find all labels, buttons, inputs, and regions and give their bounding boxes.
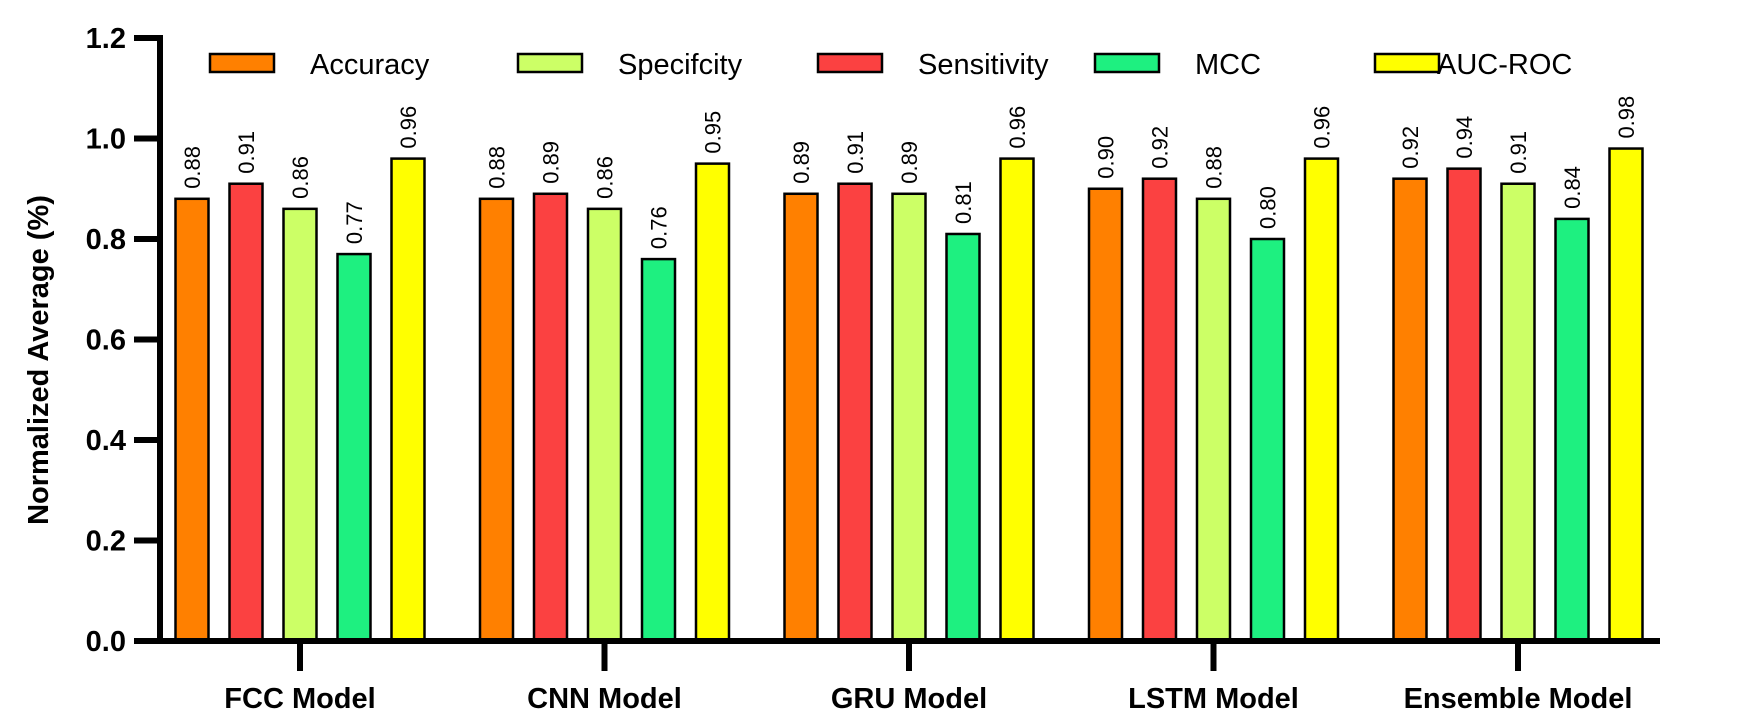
legend-swatch-accuracy <box>208 52 276 74</box>
bar-mcc-4 <box>1554 217 1590 643</box>
x-tick-label: Ensemble Model <box>1404 683 1633 715</box>
bar-auc-roc-3 <box>1303 157 1340 643</box>
x-tick-label: FCC Model <box>224 683 375 715</box>
bar-sensitivity-1 <box>532 192 569 643</box>
data-label: 0.84 <box>1560 166 1585 209</box>
data-label: 0.89 <box>897 141 922 184</box>
data-label: 0.96 <box>1005 106 1030 149</box>
legend-swatch-specifcity <box>516 52 584 74</box>
legend-label-sensitivity: Sensitivity <box>918 49 1049 81</box>
data-label: 0.91 <box>234 131 259 174</box>
data-label: 0.77 <box>342 201 367 244</box>
bar-sensitivity-4 <box>1446 167 1482 643</box>
legend: Accuracy Specifcity Sensitivity MCC AUC-ROC <box>208 49 1572 81</box>
x-tick-label: LSTM Model <box>1128 683 1299 715</box>
y-tick-label: 0.2 <box>86 526 126 558</box>
data-label: 0.92 <box>1148 126 1173 169</box>
y-tick-label: 1.2 <box>86 23 126 55</box>
data-label: 0.95 <box>701 111 726 154</box>
data-label: 0.91 <box>843 131 868 174</box>
data-label: 0.98 <box>1614 96 1639 139</box>
data-label: 0.96 <box>1310 106 1335 149</box>
bar-mcc-0 <box>336 252 372 643</box>
legend-label-accuracy: Accuracy <box>310 49 430 81</box>
bar-specifcity-1 <box>586 207 623 643</box>
data-label: 0.91 <box>1506 131 1531 174</box>
bar-accuracy-0 <box>174 197 210 643</box>
data-label: 0.92 <box>1398 126 1423 169</box>
bar-accuracy-2 <box>783 192 819 643</box>
bar-auc-roc-4 <box>1608 147 1644 643</box>
data-label: 0.89 <box>789 141 814 184</box>
data-label: 0.88 <box>1202 146 1227 189</box>
legend-label-specifcity: Specifcity <box>618 49 743 81</box>
y-tick-label: 0.0 <box>86 626 126 658</box>
bar-specifcity-3 <box>1195 197 1232 643</box>
bar-auc-roc-2 <box>999 157 1035 643</box>
data-label: 0.81 <box>951 181 976 224</box>
legend-swatch-sensitivity <box>816 52 884 74</box>
y-axis-title: Normalized Average (%) <box>23 195 55 525</box>
x-tick-label: GRU Model <box>831 683 987 715</box>
data-label: 0.80 <box>1256 186 1281 229</box>
bar-accuracy-1 <box>478 197 515 643</box>
data-label: 0.96 <box>396 106 421 149</box>
data-label: 0.89 <box>539 141 564 184</box>
legend-label-mcc: MCC <box>1195 49 1261 81</box>
y-tick-label: 0.8 <box>86 224 126 256</box>
bar-mcc-2 <box>945 232 981 643</box>
bar-specifcity-4 <box>1500 182 1536 643</box>
data-label: 0.88 <box>485 146 510 189</box>
data-label: 0.94 <box>1452 116 1477 159</box>
x-tick-label: CNN Model <box>527 683 682 715</box>
bar-mcc-1 <box>640 257 677 643</box>
bar-accuracy-4 <box>1392 177 1428 643</box>
legend-swatch-auc-roc <box>1373 52 1441 74</box>
data-label: 0.88 <box>180 146 205 189</box>
y-tick-label: 0.4 <box>86 425 126 457</box>
y-tick-label: 1.0 <box>86 124 126 156</box>
data-label: 0.86 <box>593 156 618 199</box>
bar-accuracy-3 <box>1087 187 1124 643</box>
data-labels: 0.88 0.91 0.86 0.77 0.96 0.88 0.89 0.86 0.76 0.95… <box>180 96 1639 249</box>
bar-specifcity-2 <box>891 192 927 643</box>
bar-auc-roc-1 <box>694 162 731 643</box>
bar-specifcity-0 <box>282 207 318 643</box>
axes: FCC Model CNN Model GRU Model LSTM Model Ens… <box>86 23 1660 715</box>
legend-label-auc-roc: AUC-ROC <box>1437 49 1572 81</box>
bar-sensitivity-2 <box>837 182 873 643</box>
bars <box>174 147 1644 643</box>
legend-swatch-mcc <box>1093 52 1161 74</box>
y-tick-label: 0.6 <box>86 325 126 357</box>
bar-mcc-3 <box>1249 237 1286 643</box>
data-label: 0.90 <box>1094 136 1119 179</box>
bar-auc-roc-0 <box>390 157 426 643</box>
data-label: 0.76 <box>647 206 672 249</box>
data-label: 0.86 <box>288 156 313 199</box>
bar-sensitivity-3 <box>1141 177 1178 643</box>
bar-sensitivity-0 <box>228 182 264 643</box>
